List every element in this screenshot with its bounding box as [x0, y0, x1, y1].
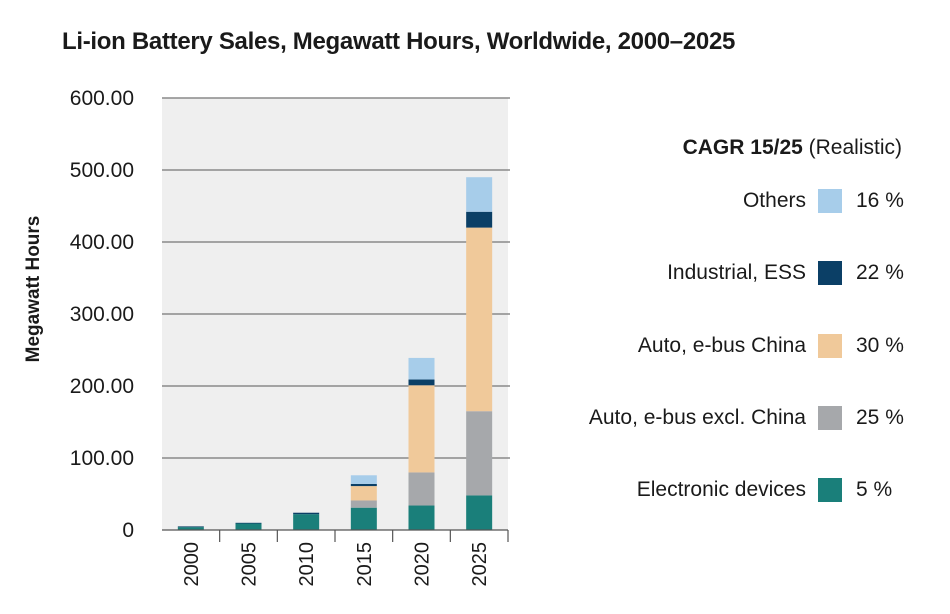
- legend-swatch: [818, 261, 842, 285]
- legend-cagr-value: 30 %: [856, 334, 904, 357]
- legend-title: CAGR 15/25 (Realistic): [683, 136, 902, 160]
- legend-cagr-value: 22 %: [856, 261, 904, 284]
- y-tick-label: 400.00: [70, 231, 134, 254]
- legend-item: Others 16 %: [743, 188, 910, 214]
- bar-segment: [350, 486, 377, 501]
- bar-segment: [466, 411, 493, 496]
- bar-segment: [235, 522, 262, 524]
- bar-segment: [235, 523, 262, 530]
- legend-title-bold: CAGR 15/25: [682, 136, 803, 159]
- bar-segment: [408, 357, 435, 380]
- bar-segment: [350, 507, 377, 530]
- x-tick-label: 2010: [296, 542, 318, 587]
- bar-segment: [408, 505, 435, 530]
- bar-segment: [293, 512, 320, 515]
- bar-segment: [177, 526, 204, 528]
- bar-segment: [350, 500, 377, 508]
- x-tick-label: 2015: [354, 542, 376, 587]
- legend-label: Industrial, ESS: [667, 261, 806, 284]
- legend-label: Others: [742, 189, 806, 212]
- y-tick-label: 0: [122, 519, 134, 542]
- legend-item: Auto, e-bus excl. China 25 %: [589, 405, 910, 431]
- y-tick-label: 100.00: [70, 447, 134, 470]
- legend-swatch: [818, 406, 842, 430]
- y-tick-label: 600.00: [70, 87, 134, 110]
- bar-segment: [177, 527, 204, 530]
- bar-segment: [466, 227, 493, 412]
- x-tick-label: 2025: [469, 542, 491, 587]
- bar-segment: [408, 472, 435, 506]
- bar-segment: [350, 483, 377, 487]
- bar-segment: [408, 379, 435, 386]
- bar-segment: [293, 514, 320, 530]
- bar-segment: [408, 385, 435, 473]
- x-tick-label: 2000: [181, 542, 203, 587]
- legend-cagr-value: 5 %: [856, 478, 893, 501]
- x-tick-label: 2005: [239, 542, 261, 587]
- legend-title-rest: (Realistic): [802, 136, 902, 159]
- legend-label: Auto, e-bus China: [637, 334, 806, 357]
- legend-cagr-value: 25 %: [856, 406, 904, 429]
- legend-swatch: [818, 334, 842, 358]
- legend-cagr-value: 16 %: [856, 189, 904, 212]
- legend-swatch: [818, 478, 842, 502]
- y-tick-label: 500.00: [70, 159, 134, 182]
- x-tick-label: 2020: [412, 542, 434, 587]
- bar-segment: [466, 211, 493, 228]
- bar-segment: [350, 475, 377, 484]
- bar-segment: [466, 177, 493, 212]
- legend-item: Electronic devices 5 %: [637, 477, 910, 503]
- legend-item: Industrial, ESS 22 %: [667, 260, 910, 286]
- chart-title: Li-ion Battery Sales, Megawatt Hours, Wo…: [62, 28, 736, 55]
- y-tick-label: 200.00: [70, 375, 134, 398]
- legend-label: Electronic devices: [636, 478, 806, 501]
- legend-swatch: [818, 189, 842, 213]
- y-tick-label: 300.00: [70, 303, 134, 326]
- legend-label: Auto, e-bus excl. China: [588, 406, 806, 429]
- legend-item: Auto, e-bus China 30 %: [638, 333, 910, 359]
- bar-segment: [466, 495, 493, 530]
